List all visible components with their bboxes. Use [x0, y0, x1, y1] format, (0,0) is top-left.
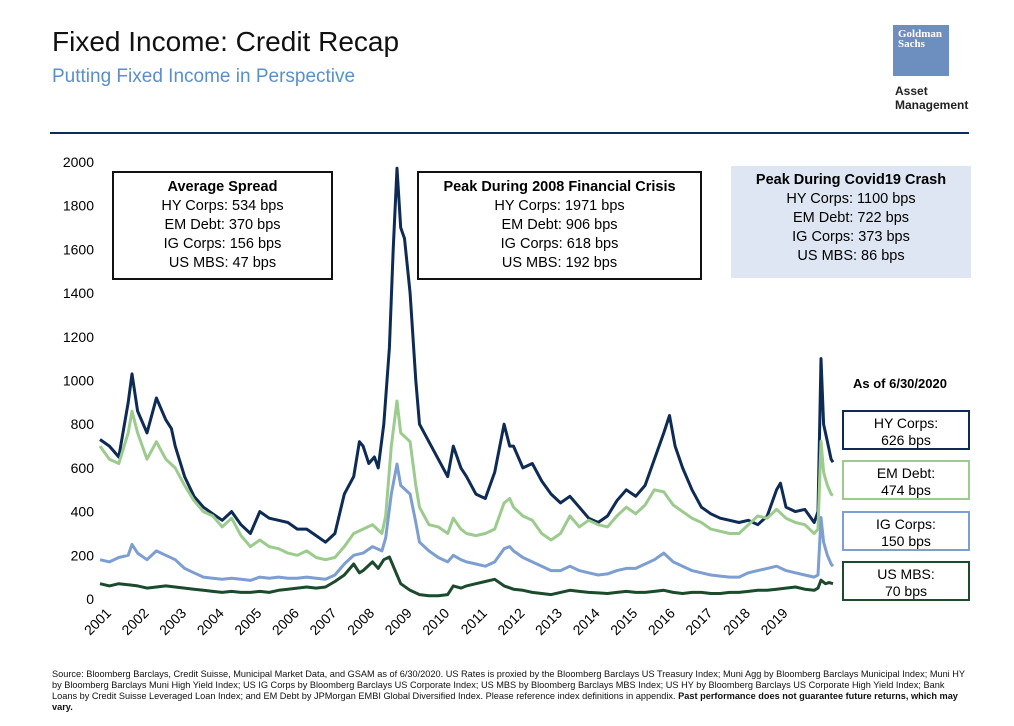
y-tick-label: 2000	[63, 154, 94, 170]
peak-covid-hy-line: HY Corps: 1100 bps	[786, 191, 916, 207]
peak-covid-mbs-line: US MBS: 86 bps	[797, 248, 905, 264]
end-label-mbs: US MBS: 70 bps	[842, 561, 970, 601]
end-label-hy: HY Corps: 626 bps	[842, 410, 970, 450]
series-line-hy-corps	[99, 166, 835, 544]
peak-2008-box: Peak During 2008 Financial Crisis HY Cor…	[417, 171, 702, 280]
x-tick-label: 2013	[532, 605, 565, 638]
end-label-em-value: 474 bps	[881, 482, 931, 498]
x-tick-label: 2007	[306, 605, 339, 638]
source-footnote: Source: Bloomberg Barclays, Credit Suiss…	[52, 669, 972, 713]
y-tick-label: 1800	[63, 198, 94, 214]
end-label-em: EM Debt: 474 bps	[842, 460, 970, 500]
average-hy-line: HY Corps: 534 bps	[161, 198, 284, 214]
series-line-ig-corps	[99, 462, 835, 582]
y-tick-label: 600	[71, 460, 95, 476]
as-of-date: As of 6/30/2020	[853, 376, 947, 391]
page-subtitle: Putting Fixed Income in Perspective	[52, 66, 356, 87]
peak-covid-ig-line: IG Corps: 373 bps	[792, 229, 910, 245]
source-text: Source: Bloomberg Barclays, Credit Suiss…	[52, 669, 965, 701]
peak-covid-box: Peak During Covid19 Crash HY Corps: 1100…	[731, 166, 971, 278]
x-tick-label: 2018	[720, 605, 753, 638]
y-tick-label: 1600	[63, 241, 94, 257]
end-label-ig-value: 150 bps	[881, 533, 931, 549]
average-spread-heading: Average Spread	[167, 179, 278, 195]
peak-2008-hy-line: HY Corps: 1971 bps	[494, 198, 625, 214]
y-tick-label: 1200	[63, 329, 94, 345]
series-line-us-mbs	[99, 555, 834, 598]
end-label-mbs-value: 70 bps	[884, 583, 928, 599]
logo-line-2: Sachs	[898, 38, 925, 50]
x-tick-label: 2008	[344, 605, 377, 638]
x-tick-label: 2004	[194, 605, 227, 638]
average-spread-box: Average Spread HY Corps: 534 bps EM Debt…	[112, 171, 333, 280]
logo-line-1: Goldman	[898, 28, 943, 40]
x-tick-label: 2017	[682, 605, 715, 638]
disclaimer-text: Past performance does not guarantee futu…	[52, 691, 958, 712]
x-tick-label: 2006	[269, 605, 302, 638]
y-tick-label: 1000	[63, 373, 94, 389]
y-tick-label: 200	[71, 547, 95, 563]
peak-2008-ig-line: IG Corps: 618 bps	[500, 236, 619, 252]
brand-division: Asset Management	[895, 84, 968, 112]
x-tick-label: 2010	[419, 605, 452, 638]
series-line-em-debt	[98, 399, 834, 562]
peak-covid-heading: Peak During Covid19 Crash	[755, 172, 947, 188]
end-label-ig-name: IG Corps:	[876, 516, 936, 532]
peak-2008-heading: Peak During 2008 Financial Crisis	[443, 179, 676, 195]
y-tick-label: 800	[71, 416, 95, 432]
x-tick-label: 2003	[156, 605, 189, 638]
average-mbs-line: US MBS: 47 bps	[168, 255, 277, 271]
end-label-hy-name: HY Corps:	[873, 415, 939, 431]
average-ig-line: IG Corps: 156 bps	[163, 236, 282, 252]
page-title: Fixed Income: Credit Recap	[52, 26, 400, 57]
x-tick-label: 2015	[607, 605, 640, 638]
x-tick-label: 2019	[757, 605, 790, 638]
y-tick-label: 400	[71, 504, 95, 520]
brand-line-2: Management	[895, 98, 969, 112]
end-label-ig: IG Corps: 150 bps	[842, 511, 970, 551]
end-label-em-name: EM Debt:	[876, 465, 936, 481]
spread-chart: 0 200 400 600 800 1000 1200 1400 1600 1800 2000 200…	[63, 154, 835, 638]
average-em-line: EM Debt: 370 bps	[164, 217, 281, 233]
x-tick-label: 2005	[231, 605, 264, 638]
x-tick-label: 2016	[645, 605, 678, 638]
x-tick-label: 2012	[494, 605, 527, 638]
x-tick-label: 2014	[569, 605, 602, 638]
brand-line-1: Asset	[895, 84, 928, 98]
header-divider	[50, 132, 969, 134]
peak-covid-em-line: EM Debt: 722 bps	[792, 210, 910, 226]
y-tick-label: 0	[86, 591, 94, 607]
x-tick-label: 2002	[118, 605, 151, 638]
peak-2008-em-line: EM Debt: 906 bps	[501, 217, 618, 233]
peak-2008-mbs-line: US MBS: 192 bps	[501, 255, 618, 271]
x-tick-label: 2001	[81, 605, 114, 638]
x-tick-label: 2011	[457, 605, 490, 638]
end-label-hy-value: 626 bps	[881, 432, 931, 448]
end-label-mbs-name: US MBS:	[877, 566, 935, 582]
x-tick-label: 2009	[381, 605, 414, 638]
y-tick-label: 1400	[63, 285, 94, 301]
brand-logo: Goldman Sachs	[893, 25, 949, 76]
